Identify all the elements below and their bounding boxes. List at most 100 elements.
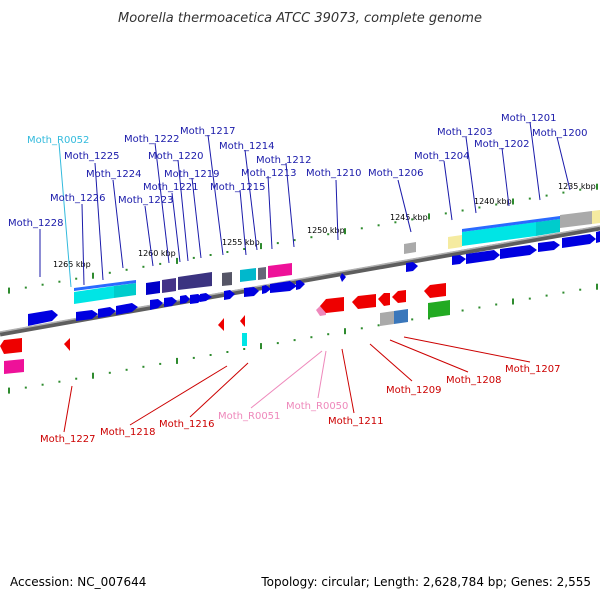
gene-arrow[interactable] (240, 315, 245, 327)
scale-minor-tick (478, 206, 481, 209)
scale-major-tick (8, 287, 10, 294)
gene-arrow[interactable] (596, 231, 600, 243)
scale-label: 1240 kbp (474, 197, 512, 206)
gene-arrow[interactable] (244, 287, 259, 297)
rrna-block[interactable] (74, 280, 136, 291)
scale-minor-tick (377, 324, 380, 327)
gene-block[interactable] (404, 242, 416, 254)
rrna-block[interactable] (536, 219, 560, 236)
gene-block[interactable] (448, 235, 462, 249)
forward-strand-features (28, 210, 600, 326)
gene-block[interactable] (222, 272, 232, 286)
gene-label[interactable]: Moth_R0051 (218, 411, 280, 422)
gene-block[interactable] (258, 267, 266, 280)
gene-arrow[interactable] (262, 285, 271, 294)
gene-label[interactable]: Moth_1210 (306, 168, 361, 179)
gene-label[interactable]: Moth_1221 (143, 182, 198, 193)
gene-label[interactable]: Moth_1201 (501, 113, 556, 124)
gene-label[interactable]: Moth_1220 (148, 151, 203, 162)
gene-label[interactable]: Moth_1226 (50, 193, 105, 204)
scale-label: 1260 kbp (138, 249, 176, 258)
gene-arrow[interactable] (116, 303, 138, 315)
gene-label[interactable]: Moth_1224 (86, 169, 141, 180)
gene-arrow[interactable] (352, 294, 376, 309)
gene-label[interactable]: Moth_R0050 (286, 401, 348, 412)
gene-label[interactable]: Moth_1200 (532, 128, 587, 139)
rrna-block[interactable] (462, 216, 560, 232)
gene-arrow[interactable] (0, 338, 22, 354)
gene-label[interactable]: Moth_1227 (40, 434, 95, 445)
gene-label[interactable]: Moth_1208 (446, 375, 501, 386)
gene-block[interactable] (380, 311, 394, 326)
scale-minor-tick (24, 386, 27, 389)
gene-label[interactable]: Moth_1216 (159, 419, 214, 430)
gene-label[interactable]: Moth_R0052 (27, 135, 89, 146)
rrna-block[interactable] (114, 283, 136, 298)
scale-minor-tick (243, 248, 246, 250)
gene-arrow[interactable] (270, 281, 297, 293)
gene-arrow[interactable] (200, 293, 212, 302)
gene-label[interactable]: Moth_1225 (64, 151, 119, 162)
gene-arrow[interactable] (562, 234, 596, 248)
gene-label[interactable]: Moth_1209 (386, 385, 441, 396)
gene-label[interactable]: Moth_1206 (368, 168, 423, 179)
gene-arrow[interactable] (218, 318, 224, 331)
scale-minor-tick (411, 318, 414, 321)
gene-arrow[interactable] (320, 297, 344, 313)
scale-minor-tick (108, 371, 111, 374)
gene-label[interactable]: Moth_1211 (328, 416, 383, 427)
gene-arrow[interactable] (224, 290, 235, 300)
gene-block[interactable] (242, 333, 247, 346)
gene-label[interactable]: Moth_1223 (118, 195, 173, 206)
gene-block[interactable] (178, 272, 212, 290)
gene-label[interactable]: Moth_1214 (219, 141, 274, 152)
gene-block[interactable] (268, 263, 292, 278)
gene-label[interactable]: Moth_1218 (100, 427, 155, 438)
gene-label[interactable]: Moth_1207 (505, 364, 560, 375)
gene-arrow[interactable] (424, 283, 446, 298)
gene-label[interactable]: Moth_1222 (124, 134, 179, 145)
gene-label[interactable]: Moth_1204 (414, 151, 469, 162)
gene-arrow[interactable] (164, 297, 177, 307)
gene-arrow[interactable] (378, 293, 390, 306)
gene-arrow[interactable] (392, 290, 406, 303)
gene-block[interactable] (146, 281, 160, 295)
gene-arrow[interactable] (500, 245, 537, 259)
gene-block[interactable] (4, 359, 24, 374)
gene-arrow[interactable] (28, 310, 58, 326)
scale-label: 1245 kbp (390, 213, 428, 222)
gene-block[interactable] (560, 211, 592, 228)
gene-arrow[interactable] (340, 273, 346, 282)
gene-arrow[interactable] (452, 255, 466, 265)
gene-arrow[interactable] (64, 338, 70, 351)
gene-label[interactable]: Moth_1217 (180, 126, 235, 137)
gene-label[interactable]: Moth_1202 (474, 139, 529, 150)
scale-minor-tick (276, 242, 279, 245)
gene-label[interactable]: Moth_1203 (437, 127, 492, 138)
gene-arrow[interactable] (150, 299, 163, 310)
gene-label[interactable]: Moth_1228 (8, 218, 63, 229)
gene-arrow[interactable] (296, 280, 305, 290)
rrna-block[interactable] (462, 222, 536, 246)
gene-block[interactable] (240, 268, 256, 282)
gene-arrow[interactable] (76, 310, 98, 321)
gene-label[interactable]: Moth_1213 (241, 168, 296, 179)
gene-label[interactable]: Moth_1219 (164, 169, 219, 180)
gene-block[interactable] (394, 309, 408, 324)
gene-block[interactable] (162, 278, 176, 293)
gene-arrow[interactable] (538, 241, 560, 252)
gene-arrow[interactable] (180, 295, 190, 304)
rrna-block[interactable] (74, 286, 114, 304)
scale-minor-tick (545, 194, 548, 197)
scale-minor-tick (360, 227, 363, 230)
gene-arrow[interactable] (98, 307, 116, 318)
gene-block[interactable] (428, 300, 450, 318)
scale-minor-tick (293, 339, 296, 342)
gene-label[interactable]: Moth_1212 (256, 155, 311, 166)
gene-arrow[interactable] (466, 250, 500, 264)
gene-arrow[interactable] (406, 262, 418, 272)
gene-block[interactable] (592, 210, 600, 224)
scale-minor-tick (579, 288, 582, 291)
gene-label[interactable]: Moth_1215 (210, 182, 265, 193)
